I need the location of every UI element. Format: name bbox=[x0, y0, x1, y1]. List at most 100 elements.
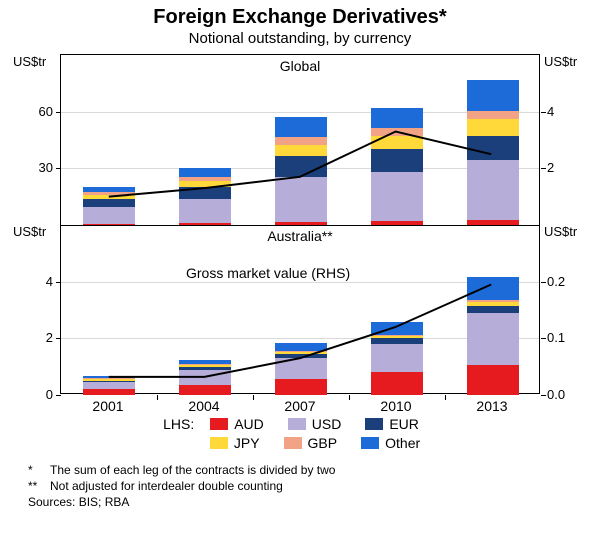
australia-panel: Australia** Gross market value (RHS) bbox=[61, 225, 539, 395]
legend-swatch-GBP bbox=[284, 437, 302, 449]
legend-label-EUR: EUR bbox=[389, 416, 419, 432]
bar-seg-EUR bbox=[371, 338, 424, 344]
bar-seg-EUR bbox=[83, 381, 136, 382]
bar-seg-Other bbox=[83, 376, 136, 378]
bar-seg-Other bbox=[467, 277, 520, 300]
footnotes: * The sum of each leg of the contracts i… bbox=[28, 462, 335, 511]
bar-seg-AUD bbox=[467, 365, 520, 395]
bar-seg-Other bbox=[371, 322, 424, 335]
bar-seg-EUR bbox=[275, 156, 328, 177]
bar-seg-JPY bbox=[83, 379, 136, 380]
bar-seg-JPY bbox=[179, 365, 232, 367]
bar-seg-EUR bbox=[371, 149, 424, 172]
bar-seg-USD bbox=[371, 172, 424, 221]
bar-seg-GBP bbox=[371, 335, 424, 336]
x-label-2001: 2001 bbox=[92, 398, 123, 414]
bar-seg-GBP bbox=[179, 177, 232, 182]
bar-seg-EUR bbox=[467, 306, 520, 313]
tick-label: 0.1 bbox=[547, 330, 565, 345]
tick-label: 0 bbox=[46, 387, 53, 402]
bar-2010 bbox=[371, 55, 424, 225]
legend-label-JPY: JPY bbox=[234, 435, 260, 451]
bar-seg-USD bbox=[275, 177, 328, 221]
bar-2001 bbox=[83, 225, 136, 395]
legend-label-Other: Other bbox=[385, 435, 420, 451]
bar-seg-USD bbox=[467, 313, 520, 365]
bar-seg-USD bbox=[275, 358, 328, 378]
chart-title: Foreign Exchange Derivatives* bbox=[0, 0, 600, 29]
bar-seg-GBP bbox=[179, 364, 232, 365]
bar-seg-JPY bbox=[275, 145, 328, 156]
legend-swatch-Other bbox=[361, 437, 379, 449]
bar-seg-EUR bbox=[179, 367, 232, 370]
bar-seg-Other bbox=[275, 343, 328, 351]
bar-2007 bbox=[275, 55, 328, 225]
footnote-1-mark: * bbox=[28, 462, 50, 478]
bar-2010 bbox=[371, 225, 424, 395]
sources-text: Sources: BIS; RBA bbox=[28, 494, 335, 510]
bar-seg-USD bbox=[371, 344, 424, 372]
legend-label-AUD: AUD bbox=[234, 416, 264, 432]
x-label-2013: 2013 bbox=[476, 398, 507, 414]
global-right-unit: US$tr bbox=[544, 54, 577, 69]
tick-label: 0.2 bbox=[547, 274, 565, 289]
tick-label: 60 bbox=[39, 104, 53, 119]
bar-seg-JPY bbox=[179, 181, 232, 187]
footnote-2-text: Not adjusted for interdealer double coun… bbox=[50, 478, 283, 494]
x-label-2007: 2007 bbox=[284, 398, 315, 414]
legend-label-GBP: GBP bbox=[308, 435, 338, 451]
global-panel: Global bbox=[61, 55, 539, 225]
bar-seg-JPY bbox=[467, 119, 520, 136]
tick-label: 0.0 bbox=[547, 387, 565, 402]
bar-seg-Other bbox=[371, 108, 424, 129]
bar-seg-USD bbox=[179, 199, 232, 224]
bar-seg-Other bbox=[83, 187, 136, 192]
aus-left-unit: US$tr bbox=[13, 224, 46, 239]
legend: LHS: AUD USD EUR JPY GBP Other bbox=[60, 416, 540, 454]
x-label-2004: 2004 bbox=[188, 398, 219, 414]
bar-seg-GBP bbox=[371, 128, 424, 136]
bar-seg-USD bbox=[467, 160, 520, 220]
bar-seg-AUD bbox=[83, 389, 136, 395]
bar-seg-AUD bbox=[275, 379, 328, 395]
legend-swatch-USD bbox=[288, 418, 306, 430]
chart-subtitle: Notional outstanding, by currency bbox=[0, 30, 600, 47]
bar-seg-USD bbox=[83, 382, 136, 389]
x-label-2010: 2010 bbox=[380, 398, 411, 414]
bar-seg-JPY bbox=[275, 352, 328, 354]
aus-right-unit: US$tr bbox=[544, 224, 577, 239]
footnote-2-mark: ** bbox=[28, 478, 50, 494]
legend-lhs-label: LHS: bbox=[163, 416, 194, 432]
bar-seg-GBP bbox=[467, 111, 520, 120]
global-left-unit: US$tr bbox=[13, 54, 46, 69]
bar-seg-GBP bbox=[275, 351, 328, 352]
bar-seg-Other bbox=[179, 168, 232, 177]
bar-seg-JPY bbox=[371, 136, 424, 149]
bar-seg-USD bbox=[83, 207, 136, 224]
bar-seg-GBP bbox=[275, 137, 328, 146]
bar-seg-EUR bbox=[275, 354, 328, 358]
bar-seg-EUR bbox=[467, 136, 520, 160]
bar-seg-AUD bbox=[179, 385, 232, 395]
bar-2013 bbox=[467, 55, 520, 225]
bar-2001 bbox=[83, 55, 136, 225]
tick-label: 2 bbox=[547, 160, 554, 175]
plot-area: Global Australia** Gross market value (R… bbox=[60, 54, 540, 394]
tick-label: 4 bbox=[46, 274, 53, 289]
tick-label: 2 bbox=[46, 330, 53, 345]
legend-swatch-JPY bbox=[210, 437, 228, 449]
bar-seg-Other bbox=[179, 360, 232, 363]
chart-container: Foreign Exchange Derivatives* Notional o… bbox=[0, 0, 600, 538]
bar-seg-AUD bbox=[371, 372, 424, 395]
bar-seg-Other bbox=[467, 80, 520, 111]
bar-seg-JPY bbox=[371, 336, 424, 338]
bar-seg-GBP bbox=[467, 300, 520, 302]
bar-2013 bbox=[467, 225, 520, 395]
bar-seg-Other bbox=[275, 117, 328, 137]
bar-seg-JPY bbox=[83, 195, 136, 200]
legend-swatch-EUR bbox=[365, 418, 383, 430]
bar-seg-USD bbox=[179, 370, 232, 386]
legend-label-USD: USD bbox=[312, 416, 342, 432]
footnote-1-text: The sum of each leg of the contracts is … bbox=[50, 462, 335, 478]
tick-label: 30 bbox=[39, 160, 53, 175]
